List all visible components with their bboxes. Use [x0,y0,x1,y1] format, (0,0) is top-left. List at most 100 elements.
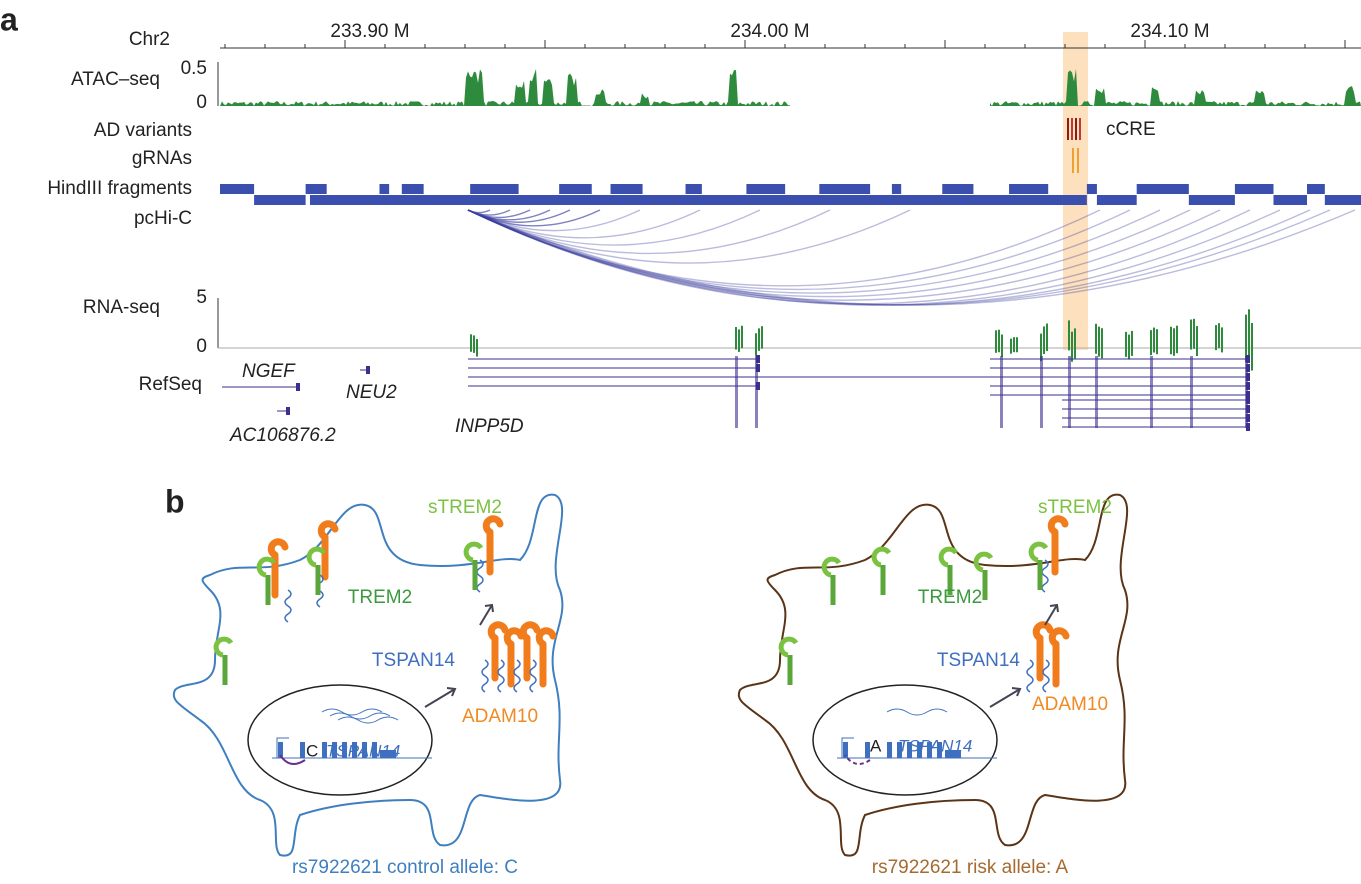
fragment [559,184,592,194]
rna-peak [1016,337,1018,353]
rna-peak [758,328,760,351]
adam10 [317,520,339,581]
gene-name: NGEF [242,361,296,382]
exon [1190,356,1193,428]
exon [380,750,396,758]
track-label: HindIII fragments [47,178,192,199]
fragment [1096,195,1137,205]
trem2-head [306,546,327,568]
exon [332,742,337,758]
track-label: gRNAs [132,148,192,169]
rna-peak [1043,326,1045,354]
rna-peak [738,329,740,352]
arc [467,209,1251,305]
rna-peak [1131,330,1133,356]
trem2-head [973,551,994,573]
adam10 [1032,621,1054,682]
fragment [746,184,786,194]
gene-name: NEU2 [346,382,397,403]
exon [897,742,902,758]
adam10 [519,621,541,682]
rna-peak [1095,323,1097,354]
rna-peak [1251,322,1253,371]
fragment [254,195,306,205]
rna-peak [761,326,763,349]
arc [467,209,1101,287]
track-label: RNA-seq [83,297,160,318]
track-tick: 0 [196,336,207,357]
trem2-head [821,556,842,578]
enhancer-loop [844,754,871,765]
adam10 [503,627,525,688]
tspan14 [476,559,484,593]
allele: C [306,741,318,760]
exon [945,750,961,758]
arc [467,209,1281,306]
exon [352,742,357,758]
rna-peak [998,329,1000,353]
rna-peak [1176,325,1178,354]
rna-peak [1153,327,1155,353]
arc [467,209,601,227]
rna-peak [1001,334,1003,358]
arc [467,209,1161,294]
fragment [401,184,424,194]
gene: TSPAN14 [898,736,972,755]
exon [296,383,300,391]
fragment [1188,195,1235,205]
fragment [470,184,519,194]
gene-name: INPP5D [455,416,524,437]
adam10: ADAM10 [1032,694,1108,715]
rna-peak [1040,333,1042,362]
arc [467,209,701,239]
exon [1068,356,1071,428]
rna-peak [1074,328,1076,359]
nucleus [247,684,433,796]
arc [467,209,1331,306]
arrow [424,687,457,708]
trem2: TREM2 [918,587,982,608]
exon [887,742,892,758]
fragment [1234,184,1274,194]
exon [843,742,848,758]
adam10 [267,538,289,599]
track-label: pcHi-C [134,208,192,229]
exon [927,742,932,758]
rna-peak [1156,329,1158,355]
exon [1040,356,1043,428]
mrna [321,708,383,716]
exon [865,742,870,758]
ccre-label: cCRE [1106,119,1156,140]
strem2: sTREM2 [428,497,502,518]
atac-signal [220,69,790,106]
gene-name: AC106876.2 [229,425,336,446]
trem2-head [938,546,959,568]
tspan14 [513,659,521,693]
decorations [172,32,1361,857]
arc [467,209,1131,291]
fragment [1009,184,1049,194]
adam10 [535,627,557,688]
exon [1150,356,1153,428]
caption: rs7922621 control allele: C [292,857,518,878]
fragment [379,184,390,194]
cell-labels: sTREM2 TREM2 TSPAN14 ADAM10 C TSPAN14 rs… [292,497,538,878]
adam10 [482,515,504,576]
rna-peak [995,330,997,353]
exon [322,742,327,758]
cell-membrane [172,493,564,857]
rna-peak [755,333,757,356]
position: 233.90 M [330,21,409,42]
fragment [1136,184,1189,194]
tspan14: TSPAN14 [937,650,1021,671]
trem2-head [463,541,484,563]
arc [467,209,1311,306]
fragment [220,184,255,194]
exon [278,742,283,758]
chromosome: Chr2 [129,29,170,50]
exon [372,742,377,758]
arc [467,209,911,264]
fragment [942,184,974,194]
arrow [479,603,494,626]
rna-peak [1218,323,1220,349]
